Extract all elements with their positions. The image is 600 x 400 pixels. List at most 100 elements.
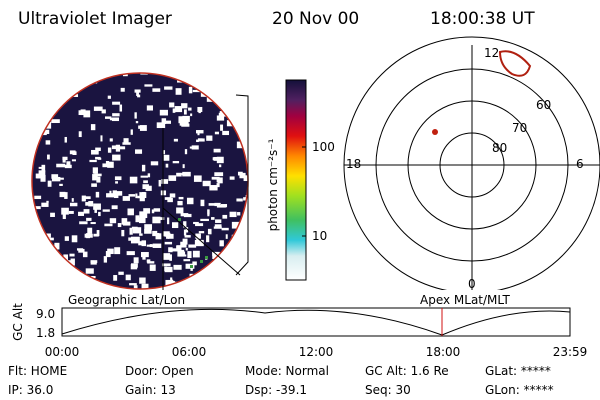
speckle <box>212 74 221 79</box>
speckle <box>222 214 228 219</box>
speckle <box>104 116 112 119</box>
speckle <box>185 263 195 269</box>
speckle <box>41 164 46 172</box>
speckle <box>215 219 222 223</box>
speckle <box>164 241 173 245</box>
status-field: Dsp: -39.1 <box>245 383 307 397</box>
speckle <box>44 129 50 135</box>
speckle <box>70 258 75 266</box>
speckle <box>228 282 234 288</box>
speckle <box>141 283 149 289</box>
speckle <box>163 154 170 161</box>
speckle <box>238 284 242 288</box>
speckle <box>220 102 228 106</box>
speckle <box>188 244 197 248</box>
speckle <box>198 231 205 234</box>
speckle <box>93 203 101 210</box>
speckle <box>103 256 108 263</box>
speckle <box>88 201 94 207</box>
speckle <box>60 289 64 293</box>
speckle <box>82 251 88 258</box>
speckle <box>246 279 248 284</box>
speckle <box>129 227 133 235</box>
speckle <box>44 233 51 238</box>
speckle <box>93 106 103 111</box>
speckle <box>130 129 133 135</box>
speckle <box>33 294 36 299</box>
speckle <box>213 226 222 229</box>
speckle <box>118 271 124 275</box>
speckle <box>220 204 228 208</box>
speckle <box>139 233 143 236</box>
speckle <box>91 149 99 155</box>
speckle <box>195 223 204 227</box>
speckle <box>147 173 151 178</box>
speckle <box>216 271 219 275</box>
time-tick-label: 00:00 <box>45 345 80 359</box>
speckle <box>192 284 200 288</box>
speckle <box>216 115 225 121</box>
speckle <box>197 106 203 113</box>
speckle <box>171 248 179 252</box>
speckle <box>81 195 86 202</box>
status-field: Door: Open <box>125 364 194 378</box>
speckle <box>152 230 158 237</box>
speckle <box>243 197 248 201</box>
speckle <box>188 107 192 111</box>
speckle <box>131 263 138 268</box>
speckle <box>194 239 204 247</box>
speckle <box>79 221 88 225</box>
speckle <box>152 216 161 224</box>
speckle <box>86 233 91 239</box>
speckle <box>114 176 122 181</box>
speckle <box>171 222 179 229</box>
speckle <box>133 257 139 264</box>
speckle <box>62 213 66 220</box>
speckle <box>127 208 134 216</box>
speckle <box>216 183 220 188</box>
speckle <box>164 86 173 90</box>
speckle <box>107 95 111 99</box>
speckle <box>135 149 143 154</box>
speckle <box>183 109 187 115</box>
clock-label: 0 <box>468 277 476 291</box>
speckle <box>250 294 253 298</box>
speckle <box>218 272 226 277</box>
speckle <box>100 135 103 142</box>
speckle <box>146 244 155 247</box>
speckle <box>173 138 178 142</box>
speckle <box>89 159 97 163</box>
speckle <box>137 195 140 199</box>
speckle <box>220 124 224 131</box>
clock-label: 18 <box>346 157 361 171</box>
speckle <box>136 91 139 96</box>
speckle <box>93 233 99 237</box>
speckle <box>156 232 160 238</box>
speckle <box>134 112 137 119</box>
speckle <box>42 239 47 246</box>
status-field: Gain: 13 <box>125 383 176 397</box>
speckle <box>122 142 131 145</box>
speckle <box>167 217 170 225</box>
speckle <box>130 236 140 244</box>
speckle <box>95 147 101 152</box>
aurora-patch <box>498 50 532 77</box>
speckle <box>236 141 243 149</box>
speckle <box>38 87 42 91</box>
speckle <box>199 86 206 91</box>
speckle <box>144 229 152 234</box>
speckle <box>95 191 100 198</box>
speckle <box>132 227 142 234</box>
speckle <box>109 117 113 121</box>
timeline-y-tick: 1.8 <box>36 326 55 340</box>
speckle <box>229 176 235 180</box>
speckle <box>85 268 94 274</box>
lat-label: 60 <box>536 98 551 112</box>
speckle <box>32 73 36 74</box>
speckle <box>220 253 224 258</box>
colorbar <box>285 79 307 281</box>
speckle <box>39 113 44 117</box>
speckle <box>237 171 243 176</box>
speckle <box>172 108 176 113</box>
